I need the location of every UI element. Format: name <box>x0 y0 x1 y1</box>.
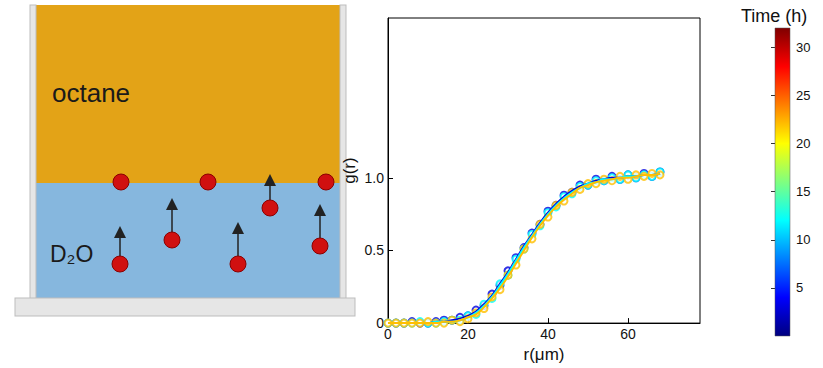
svg-text:0: 0 <box>376 315 384 331</box>
svg-text:30: 30 <box>796 40 810 55</box>
svg-text:0.5: 0.5 <box>365 242 385 258</box>
svg-text:D₂O: D₂O <box>50 241 93 267</box>
svg-text:Time (h): Time (h) <box>741 6 807 26</box>
svg-text:10: 10 <box>796 232 810 247</box>
svg-text:5: 5 <box>796 280 803 295</box>
svg-text:octane: octane <box>52 78 130 108</box>
svg-text:40: 40 <box>540 326 556 342</box>
svg-text:15: 15 <box>796 184 810 199</box>
svg-text:g(r): g(r) <box>340 157 359 183</box>
svg-text:60: 60 <box>620 326 636 342</box>
svg-text:r(μm): r(μm) <box>524 345 565 364</box>
svg-text:20: 20 <box>796 136 810 151</box>
svg-text:20: 20 <box>460 326 476 342</box>
svg-text:25: 25 <box>796 88 810 103</box>
svg-text:1.0: 1.0 <box>365 170 385 186</box>
svg-text:0: 0 <box>384 326 392 342</box>
